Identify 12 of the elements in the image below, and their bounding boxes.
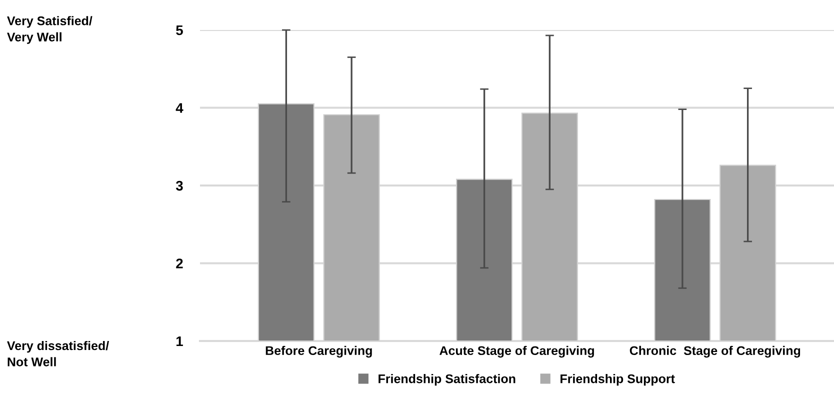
x-tick-label: Acute Stage of Caregiving (440, 346, 594, 358)
y-tick-label: 4 (176, 103, 184, 113)
y-tick-label: 5 (176, 25, 183, 36)
y-tick-label: 3 (176, 180, 183, 191)
text: Very dissatisfied/ Not Well (7, 340, 109, 366)
x-tick-label: Chronic Stage of Caregiving (630, 346, 800, 358)
text: Very Satisfied/ Very Well (7, 16, 92, 44)
y-tick-label: 2 (176, 258, 183, 268)
legend-label: Friendship Support (560, 374, 675, 386)
y-tick-label: 1 (176, 336, 183, 346)
legend-label: Friendship Satisfaction (378, 374, 516, 386)
x-tick-label: Before Caregiving (266, 346, 372, 358)
